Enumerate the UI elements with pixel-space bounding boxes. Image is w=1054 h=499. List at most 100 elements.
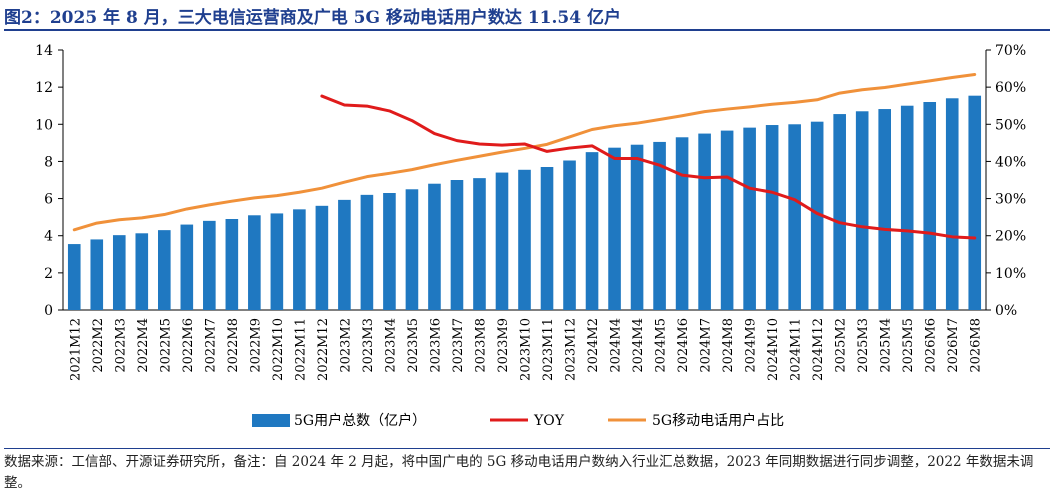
x-tick-label: 2022M4	[136, 318, 151, 373]
bar	[270, 213, 284, 310]
x-tick-label: 2023M2	[338, 318, 353, 373]
x-tick-label: 2021M12	[68, 318, 83, 381]
x-tick-label: 2023M5	[406, 318, 421, 373]
bar	[743, 127, 756, 310]
source-note: 数据来源：工信部、开源证券研究所，备注：自 2024 年 2 月起，将中国广电的…	[4, 454, 1034, 491]
x-tick-label: 2024M11	[789, 318, 804, 381]
chart-title: 图2：2025 年 8 月，三大电信运营商及广电 5G 移动电话用户数达 11.…	[4, 8, 621, 28]
bar	[855, 111, 869, 311]
chart: 0 2 4 6 8 10 12 14 0% 10% 20% 30% 40% 50% 60% 70% 2021…	[35, 43, 1026, 429]
x-tick-label: 2024M4	[609, 318, 624, 373]
x-tick-label: 2022M6	[181, 318, 196, 373]
bar	[878, 109, 891, 310]
x-tick-label: 2023M7	[451, 318, 466, 373]
legend-label-yoy: YOY	[533, 413, 565, 429]
x-tick-label: 2024M2	[586, 318, 601, 373]
x-tick-label: 2026M7	[946, 318, 961, 373]
x-tick-label: 2024M12	[811, 318, 826, 381]
bar	[428, 183, 441, 310]
x-tick-label: 2024M7	[699, 318, 714, 373]
x-tick-label: 2024M10	[766, 318, 781, 381]
bar	[788, 124, 801, 311]
bar	[203, 220, 216, 310]
bar	[698, 133, 711, 310]
bar	[360, 194, 374, 310]
x-tick-label: 2022M3	[113, 318, 128, 373]
y-tick-label-right: 50%	[995, 117, 1026, 133]
x-tick-label: 2024M5	[654, 318, 669, 373]
x-tick-label: 2022M12	[316, 318, 331, 381]
x-tick-label: 2022M10	[271, 318, 286, 381]
bar	[338, 199, 351, 310]
y-tick-label-left: 2	[44, 266, 53, 282]
bar	[450, 180, 464, 310]
bar	[675, 137, 689, 310]
x-tick-label: 2022M11	[293, 318, 308, 381]
x-tick-label: 2022M7	[203, 318, 218, 373]
y-tick-label-left: 0	[44, 303, 53, 319]
bar	[158, 230, 171, 310]
x-tick-label: 2023M3	[361, 318, 376, 373]
bar	[315, 205, 329, 310]
bar	[968, 95, 982, 310]
y-tick-label-left: 8	[44, 154, 53, 170]
y-tick-label-right: 0%	[995, 303, 1017, 319]
y-tick-label-left: 12	[35, 80, 53, 96]
bar	[810, 121, 824, 310]
bar	[67, 244, 81, 310]
bar	[90, 239, 104, 310]
y-tick-label-right: 30%	[995, 192, 1026, 208]
x-tick-label: 2023M9	[496, 318, 511, 373]
x-tick-label: 2024M4	[631, 318, 646, 373]
x-tick-label: 2022M9	[248, 318, 263, 373]
bar	[563, 160, 576, 310]
x-tick-label: 2025M2	[834, 318, 849, 373]
bar	[540, 167, 554, 310]
x-tick-label: 2023M11	[541, 318, 556, 381]
bar	[293, 209, 306, 310]
y-tick-label-right: 10%	[995, 266, 1026, 282]
x-tick-label: 2024M8	[721, 318, 736, 373]
x-tick-label: 2022M8	[226, 318, 241, 373]
bar	[585, 152, 599, 310]
x-tick-label: 2023M4	[383, 318, 398, 373]
legend-label-5g-users: 5G用户总数（亿户）	[294, 412, 426, 429]
x-tick-label: 2024M9	[744, 318, 759, 373]
bar	[495, 172, 509, 310]
x-tick-label: 2025M4	[879, 318, 894, 373]
x-tick-label: 2026M6	[924, 318, 939, 373]
bar	[630, 144, 644, 310]
legend-swatch-5g-users	[252, 414, 290, 427]
y-tick-label-left: 14	[35, 43, 53, 59]
y-tick-label-left: 6	[44, 192, 53, 208]
bar	[765, 125, 779, 311]
y-tick-label-left: 4	[44, 229, 53, 245]
x-tick-label: 2023M6	[428, 318, 443, 373]
bar	[248, 215, 261, 310]
bar	[653, 141, 666, 310]
yoy-line	[320, 94, 977, 240]
title-underline	[4, 29, 1050, 31]
y-tick-label-right: 70%	[995, 43, 1026, 59]
y-tick-label-right: 60%	[995, 80, 1026, 96]
share-line	[72, 73, 977, 232]
bar	[833, 114, 846, 310]
x-tick-label: 2022M2	[91, 318, 106, 373]
bar	[720, 130, 734, 310]
x-tick-label: 2024M6	[676, 318, 691, 373]
x-tick-label: 2022M5	[158, 318, 173, 373]
bar	[225, 219, 239, 310]
bar	[900, 105, 914, 310]
y-tick-label-right: 40%	[995, 154, 1026, 170]
bar	[405, 189, 419, 310]
bar	[945, 98, 959, 311]
bar	[383, 193, 396, 310]
bar	[112, 235, 126, 310]
x-tick-label: 2023M12	[564, 318, 579, 381]
bar	[135, 233, 149, 310]
y-tick-label-left: 10	[35, 117, 53, 133]
legend-label-share: 5G移动电话用户占比	[652, 412, 784, 429]
x-tick-label: 2025M3	[856, 318, 871, 373]
x-tick-label: 2023M10	[519, 318, 534, 381]
bar	[608, 147, 621, 310]
